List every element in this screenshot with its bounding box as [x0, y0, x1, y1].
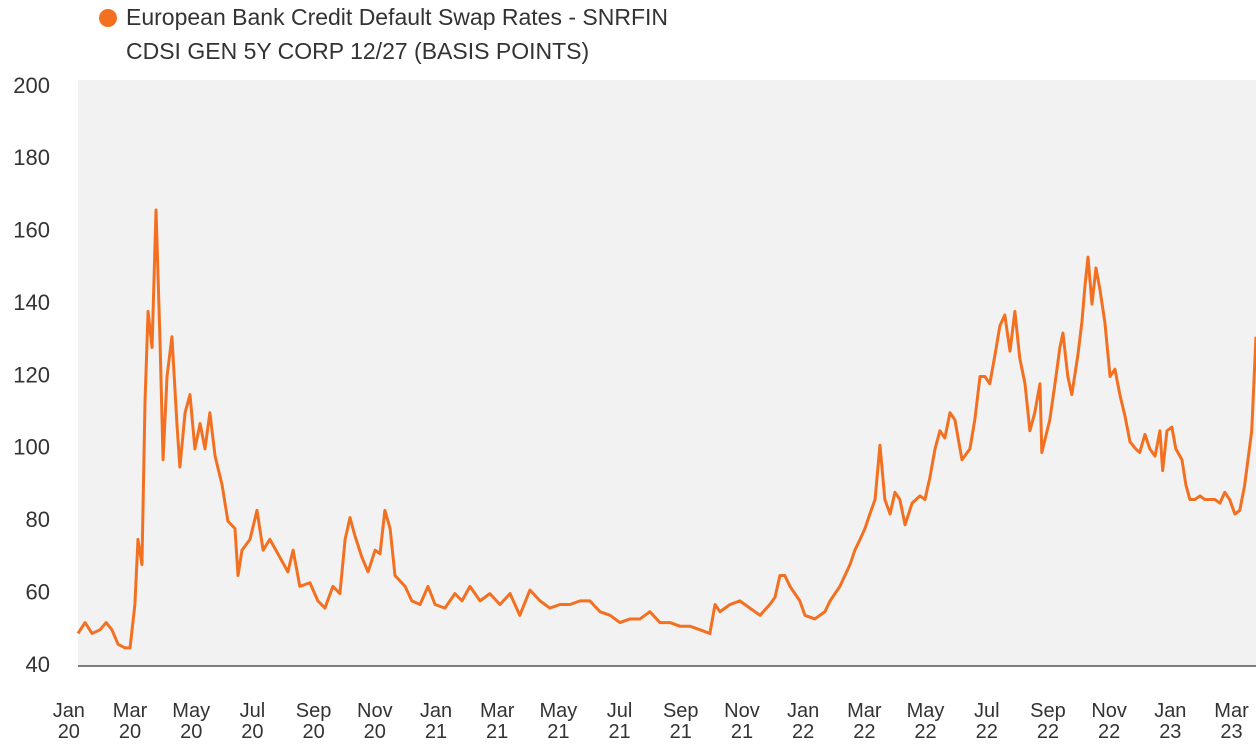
x-tick-label: Jul 20 [240, 700, 266, 743]
x-tick-label: Sep 21 [663, 700, 699, 743]
x-tick-label: Mar 21 [480, 700, 515, 743]
x-tick-label: Mar 20 [113, 700, 148, 743]
y-tick-label: 40 [26, 652, 50, 677]
x-tick-label: Jul 21 [607, 700, 633, 743]
x-tick-label: Sep 22 [1030, 700, 1066, 743]
x-tick-label: Jan 20 [53, 700, 85, 743]
y-tick-label: 80 [26, 507, 50, 532]
y-tick-label: 100 [13, 435, 50, 460]
x-tick-label: May 20 [172, 700, 210, 743]
x-tick-label: Jan 23 [1154, 700, 1186, 743]
x-tick-label: Jul 22 [974, 700, 1000, 743]
chart-subtitle: CDSI GEN 5Y CORP 12/27 (BASIS POINTS) [126, 38, 589, 64]
x-tick-label: Sep 20 [296, 700, 332, 743]
y-tick-label: 60 [26, 579, 50, 604]
y-tick-label: 180 [13, 145, 50, 170]
x-tick-label: Nov 20 [357, 700, 393, 743]
x-tick-label: Nov 22 [1091, 700, 1127, 743]
x-tick-label: May 22 [907, 700, 945, 743]
legend-marker [99, 9, 117, 27]
y-tick-label: 120 [13, 362, 50, 387]
x-tick-label: Jan 22 [787, 700, 819, 743]
y-tick-label: 140 [13, 290, 50, 315]
x-tick-label: Jan 21 [420, 700, 452, 743]
y-tick-label: 160 [13, 218, 50, 243]
x-tick-label: May 21 [539, 700, 577, 743]
chart-title: European Bank Credit Default Swap Rates … [126, 4, 668, 30]
x-tick-label: Nov 21 [724, 700, 760, 743]
x-tick-label: Mar 23 [1214, 700, 1249, 743]
plot-area [78, 80, 1256, 666]
x-tick-label: Mar 22 [847, 700, 882, 743]
data-line [76, 208, 1256, 650]
y-tick-label: 200 [13, 73, 50, 98]
